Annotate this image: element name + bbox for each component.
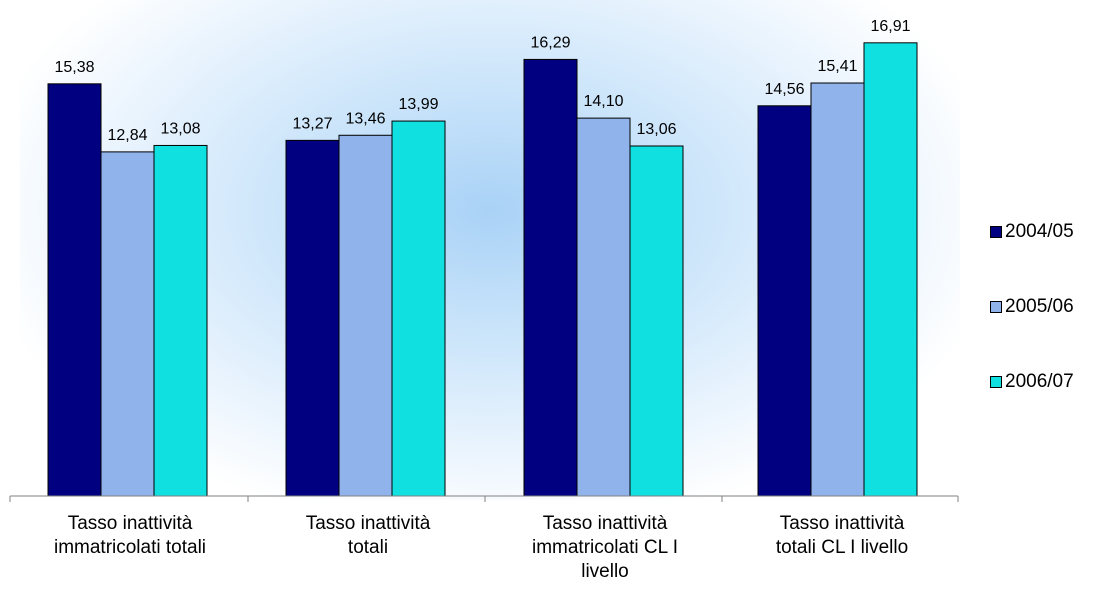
legend-label: 2004/05 (1005, 221, 1074, 242)
legend-item-2006-07: 2006/07 (990, 366, 1074, 398)
data-label: 13,46 (345, 110, 385, 127)
data-label: 13,99 (398, 96, 438, 113)
bar-2005-06-cat4 (810, 82, 865, 497)
legend-label: 2005/06 (1005, 296, 1074, 317)
bar-2006-07-cat1 (153, 144, 208, 497)
legend-swatch (990, 226, 1002, 238)
bar-2004-05-cat1 (47, 83, 102, 497)
legend-swatch (990, 376, 1002, 388)
category-label-2: Tasso inattività totali (305, 513, 431, 558)
legend-item-2005-06: 2005/06 (990, 291, 1074, 323)
legend: 2004/05 2005/06 2006/07 (990, 216, 1074, 441)
bar-2004-05-cat3 (523, 58, 578, 497)
data-label: 16,91 (870, 18, 910, 35)
category-label-4: Tasso inattività totali CL I livello (775, 513, 909, 558)
data-label: 15,41 (817, 58, 857, 75)
legend-label: 2006/07 (1005, 371, 1074, 392)
bar-2005-06-cat3 (576, 117, 631, 497)
bar-2006-07-cat2 (391, 120, 446, 497)
bar-2006-07-cat4 (863, 42, 918, 497)
category-label-3: Tasso inattività immatricolati CL I live… (531, 513, 679, 582)
bar-2004-05-cat2 (285, 139, 340, 497)
data-label: 13,06 (636, 121, 676, 138)
bar-2005-06-cat2 (338, 134, 393, 497)
data-label: 12,84 (107, 127, 147, 144)
data-label: 14,10 (583, 93, 623, 110)
data-label: 16,29 (530, 34, 570, 51)
data-label: 15,38 (54, 59, 94, 76)
data-label: 13,08 (160, 120, 200, 137)
bar-2005-06-cat1 (100, 151, 155, 497)
bar-2006-07-cat3 (629, 145, 684, 497)
legend-swatch (990, 301, 1002, 313)
legend-item-2004-05: 2004/05 (990, 216, 1074, 248)
data-label: 13,27 (292, 115, 332, 132)
bar-2004-05-cat4 (757, 105, 812, 497)
category-label-1: Tasso inattività immatricolati totali (53, 513, 207, 558)
data-label: 14,56 (764, 81, 804, 98)
